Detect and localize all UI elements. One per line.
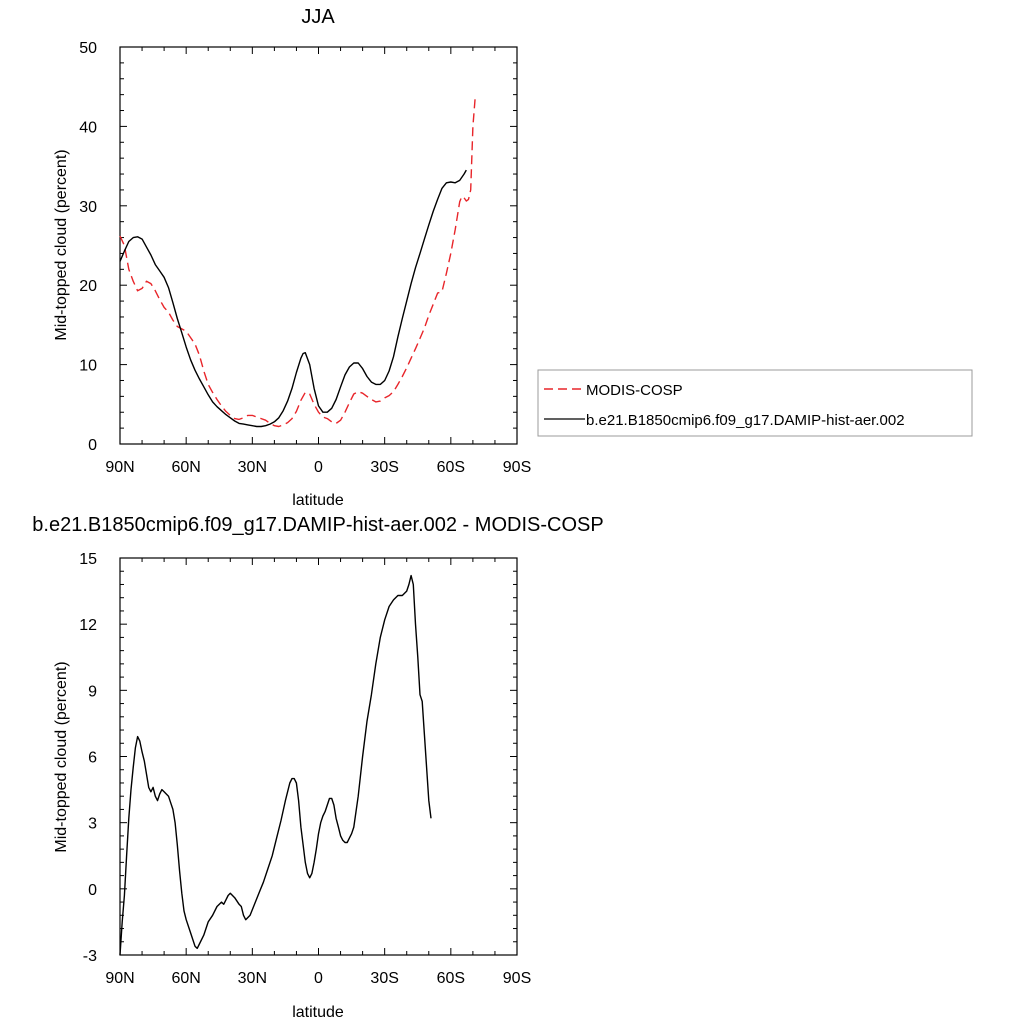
y-tick-label: 12 (79, 617, 97, 634)
x-tick-label: 60S (437, 459, 465, 476)
x-tick-label: 30S (370, 970, 398, 987)
y-tick-label: 3 (88, 816, 97, 833)
plot-marks: 90N 60N 30N 0 30S 60S 90S -3 0 3 6 9 12 15 (79, 551, 531, 987)
legend-label-model: b.e21.B1850cmip6.f09_g17.DAMIP-hist-aer.… (586, 412, 905, 429)
y-tick-label: 0 (88, 437, 97, 454)
x-tick-label: 60N (171, 970, 200, 987)
chart-title: JJA (301, 6, 335, 28)
plot-marks: 90N 60N 30N 0 30S 60S 90S 0 10 20 30 40 50 (79, 40, 531, 476)
y-tick-label: -3 (83, 948, 97, 965)
y-tick-label: 20 (79, 278, 97, 295)
y-axis-label: Mid-topped cloud (percent) (53, 149, 70, 340)
y-tick-label: 10 (79, 358, 97, 375)
zonal-mean-chart: JJA 90N 60N 30N 0 30S 60S 90S 0 10 20 30 40 50 latit… (53, 6, 973, 509)
series-line-0 (119, 574, 432, 956)
x-tick-label: 30N (238, 970, 267, 987)
y-tick-label: 40 (79, 119, 97, 136)
x-tick-label: 90N (105, 970, 134, 987)
x-tick-label: 0 (314, 459, 323, 476)
series-line-1 (119, 169, 467, 428)
x-tick-label: 30S (370, 459, 398, 476)
legend-frame (537, 369, 973, 437)
x-tick-label: 0 (314, 970, 323, 987)
plot-frame (119, 46, 518, 445)
x-tick-label: 60N (171, 459, 200, 476)
y-tick-label: 50 (79, 40, 97, 57)
difference-chart: b.e21.B1850cmip6.f09_g17.DAMIP-hist-aer.… (32, 514, 603, 1021)
x-axis-label: latitude (292, 1004, 344, 1021)
x-tick-label: 90N (105, 459, 134, 476)
x-tick-label: 90S (503, 459, 531, 476)
plot-frame (119, 557, 518, 956)
y-tick-label: 30 (79, 199, 97, 216)
chart-title: b.e21.B1850cmip6.f09_g17.DAMIP-hist-aer.… (32, 514, 603, 536)
y-tick-label: 9 (88, 683, 97, 700)
x-tick-label: 90S (503, 970, 531, 987)
x-tick-label: 60S (437, 970, 465, 987)
x-axis-label: latitude (292, 492, 344, 509)
legend-label-modis: MODIS-COSP (586, 382, 683, 399)
y-axis-label: Mid-topped cloud (percent) (53, 661, 70, 852)
y-tick-label: 15 (79, 551, 97, 568)
y-tick-label: 0 (88, 882, 97, 899)
legend: MODIS-COSP b.e21.B1850cmip6.f09_g17.DAMI… (537, 369, 973, 437)
series-line-0 (119, 98, 476, 428)
y-tick-label: 6 (88, 750, 97, 767)
x-tick-label: 30N (238, 459, 267, 476)
